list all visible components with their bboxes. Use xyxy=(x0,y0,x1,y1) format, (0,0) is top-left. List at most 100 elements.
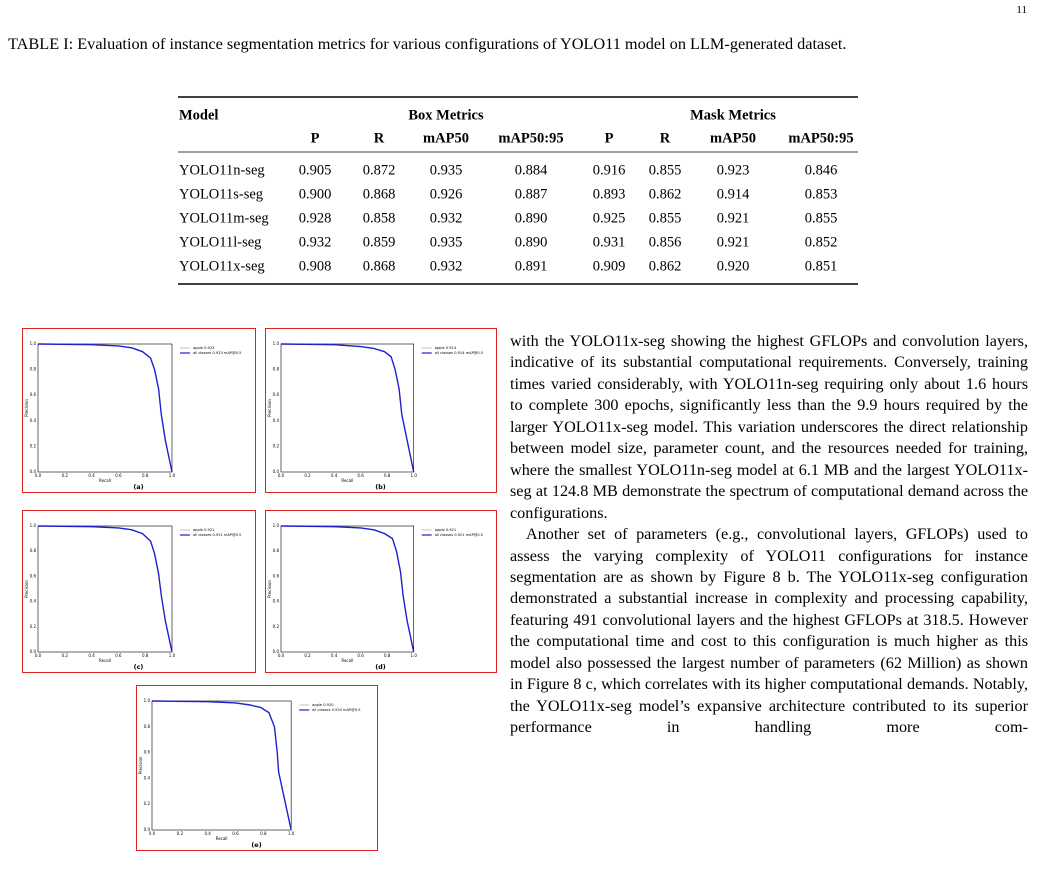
y-tick-label: 0.6 xyxy=(273,392,280,397)
group-header: Model xyxy=(179,107,218,123)
y-tick-label: 0.0 xyxy=(144,827,151,832)
x-tick-label: 0.8 xyxy=(384,653,391,658)
table-cell: 0.932 xyxy=(299,234,332,250)
pr-plot: 0.00.0 0.2 0.2 0.4 0.4 0.6 0.6 0.8 0.8 1.0 1.0 Reca… xyxy=(267,341,483,491)
plot-frame xyxy=(280,525,415,653)
figure-panel: 0.0 0.0 0.2 0.2 0.4 0.4 0.6 0.6 0.8 0.8 1.0 1.0 Reca… xyxy=(136,685,378,851)
x-tick-label: 0.0 xyxy=(35,653,42,658)
table-cell: 0.926 xyxy=(430,186,463,202)
sub-header: P xyxy=(311,130,320,146)
legend-label: apple 0.920 xyxy=(312,703,334,707)
table-cell: 0.925 xyxy=(593,210,626,226)
row-label: YOLO11s-seg xyxy=(179,186,263,202)
y-tick-label: 0.0 xyxy=(30,469,37,474)
row-label: YOLO11x-seg xyxy=(179,258,265,274)
legend-label: all classes 0.914 mAP@0.5 xyxy=(435,351,483,355)
x-tick-label: 0.8 xyxy=(142,653,149,658)
y-tick-label: 0.4 xyxy=(273,599,280,604)
table-cell: 0.855 xyxy=(649,210,682,226)
y-tick-label: 0.2 xyxy=(273,624,280,629)
y-tick-label: 0.0 xyxy=(30,649,37,654)
figure-panel: 0.0 0.0 0.2 0.2 0.4 0.4 0.6 0.6 0.8 0.8 1.0 1.0 Reca… xyxy=(265,328,497,493)
figure-panel: 0.0 0.0 0.2 0.2 0.4 0.4 0.6 0.6 0.8 0.8 1.0 1.0 Reca… xyxy=(22,328,256,493)
x-tick-label: 0.6 xyxy=(115,473,122,478)
pr-plot: 0.00.0 0.2 0.2 0.4 0.4 0.6 0.6 0.8 0.8 1.0 1.0 Reca… xyxy=(267,523,483,671)
y-tick-label: 0.4 xyxy=(30,418,37,423)
x-tick-label: 0.4 xyxy=(88,653,95,658)
legend-label: all classes 0.920 mAP@0.5 xyxy=(312,708,360,712)
table-cell: 0.872 xyxy=(363,162,396,178)
x-tick-label: 0.6 xyxy=(357,473,364,478)
table-cell: 0.921 xyxy=(717,210,750,226)
table-cell: 0.931 xyxy=(593,234,626,250)
table-cell: 0.851 xyxy=(805,258,838,274)
table-cell: 0.862 xyxy=(649,258,682,274)
y-axis-label: Precision xyxy=(138,756,143,774)
table-cell: 0.908 xyxy=(299,258,332,274)
x-tick-label: 0.2 xyxy=(304,653,311,658)
y-tick-label: 0.2 xyxy=(30,624,37,629)
table-cell: 0.855 xyxy=(805,210,838,226)
x-tick-label: 0.2 xyxy=(62,473,69,478)
sub-header: mAP50:95 xyxy=(788,130,853,146)
y-tick-label: 1.0 xyxy=(144,698,151,703)
y-tick-label: 0.2 xyxy=(273,443,280,448)
table-cell: 0.909 xyxy=(593,258,626,274)
body-text: with the YOLO11x-seg showing the highest… xyxy=(510,331,1028,739)
table-cell: 0.921 xyxy=(717,234,750,250)
row-label: YOLO11n-seg xyxy=(179,162,265,178)
page-number: 11 xyxy=(1016,4,1027,16)
paragraph: with the YOLO11x-seg showing the highest… xyxy=(510,332,1028,522)
table-cell: 0.890 xyxy=(515,234,548,250)
y-tick-label: 0.8 xyxy=(273,548,280,553)
table-cell: 0.920 xyxy=(717,258,750,274)
panel-label: (d) xyxy=(375,663,386,671)
y-tick-label: 0.8 xyxy=(30,548,37,553)
legend-label: apple 0.914 xyxy=(435,346,457,350)
table-cell: 0.893 xyxy=(593,186,626,202)
y-tick-label: 0.8 xyxy=(273,367,280,372)
y-tick-label: 0.2 xyxy=(144,801,151,806)
x-tick-label: 0.0 xyxy=(278,473,285,478)
table-cell: 0.868 xyxy=(363,186,396,202)
table-cell: 0.853 xyxy=(805,186,838,202)
y-axis-label: Precision xyxy=(267,580,272,598)
row-label: YOLO11l-seg xyxy=(179,234,261,250)
panel-label: (c) xyxy=(134,663,144,671)
y-tick-label: 0.0 xyxy=(273,469,280,474)
figure-panel: 0.0 0.0 0.2 0.2 0.4 0.4 0.6 0.6 0.8 0.8 1.0 1.0 Reca… xyxy=(265,510,497,673)
sub-header: P xyxy=(605,130,614,146)
table-cell: 0.868 xyxy=(363,258,396,274)
x-tick-label: 0.0 xyxy=(278,653,285,658)
y-tick-label: 0.4 xyxy=(144,775,151,780)
x-tick-label: 0.6 xyxy=(232,831,239,836)
x-axis-label: Recall xyxy=(341,478,353,483)
y-axis-label: Precision xyxy=(24,399,29,417)
y-tick-label: 0.6 xyxy=(144,750,151,755)
y-tick-label: 0.6 xyxy=(273,573,280,578)
legend-label: apple 0.923 xyxy=(193,346,214,350)
x-tick-label: 1.0 xyxy=(411,473,418,478)
table-cell: 0.935 xyxy=(430,162,463,178)
table-cell: 0.932 xyxy=(430,210,463,226)
y-tick-label: 0.6 xyxy=(30,573,37,578)
pr-plot: 0.00.0 0.2 0.2 0.4 0.4 0.6 0.6 0.8 0.8 1.0 1.0 Reca… xyxy=(138,698,361,849)
table-cell: 0.862 xyxy=(649,186,682,202)
table-cell: 0.891 xyxy=(515,258,548,274)
x-tick-label: 0.4 xyxy=(331,473,338,478)
table-cell: 0.858 xyxy=(363,210,396,226)
pr-curve xyxy=(280,525,415,653)
x-tick-label: 0.6 xyxy=(115,653,122,658)
y-tick-label: 0.8 xyxy=(30,367,37,372)
y-tick-label: 0.4 xyxy=(273,418,280,423)
x-tick-label: 1.0 xyxy=(169,473,176,478)
sub-header: mAP50:95 xyxy=(498,130,563,146)
x-tick-label: 0.2 xyxy=(62,653,69,658)
plot-frame xyxy=(37,343,173,473)
pr-curve xyxy=(151,700,292,831)
plot-frame xyxy=(37,525,173,653)
y-axis-label: Precision xyxy=(267,399,272,417)
table-cell: 0.884 xyxy=(515,162,548,178)
